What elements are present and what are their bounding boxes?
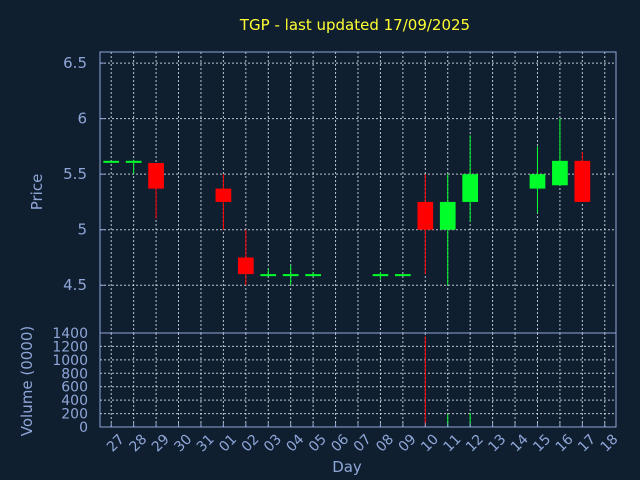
candle-body (215, 188, 232, 202)
candle-body (237, 257, 254, 275)
candle-body (148, 163, 164, 189)
price-axis-label: Price (28, 174, 46, 211)
candle-body (417, 201, 434, 230)
volume-axis-label: Volume (0000) (18, 326, 36, 436)
volume-tick-label: 1000 (52, 353, 88, 369)
candle-body (305, 274, 321, 277)
price-tick-label: 5.5 (63, 165, 87, 183)
price-tick-label: 5 (77, 221, 87, 239)
volume-tick-label: 0 (79, 420, 88, 436)
price-panel: 4.5 5 5.5 6 6.5 (63, 51, 617, 334)
candle-body (395, 274, 411, 277)
candle-body (574, 160, 591, 202)
volume-tick-label: 800 (61, 366, 88, 382)
candle-body (529, 174, 546, 189)
volume-tick-label: 400 (61, 393, 88, 409)
price-tick-label: 6.5 (63, 54, 87, 72)
chart-title: TGP - last updated 17/09/2025 (239, 16, 470, 34)
price-tick-label: 6 (77, 110, 87, 128)
price-tick-label: 4.5 (63, 276, 87, 294)
volume-tick-label: 600 (61, 380, 88, 396)
volume-tick-label: 1400 (52, 326, 88, 342)
volume-tick-label: 1200 (52, 339, 88, 355)
candle-body (372, 274, 389, 277)
candle-body (260, 274, 277, 277)
volume-tick-label: 200 (61, 407, 88, 423)
candle-body (125, 160, 142, 163)
candle-body (552, 160, 568, 186)
candle-body (103, 160, 120, 163)
x-axis-label: Day (332, 458, 362, 476)
candle-body (439, 201, 456, 230)
candle-body (462, 174, 479, 202)
candle-body (282, 274, 299, 277)
